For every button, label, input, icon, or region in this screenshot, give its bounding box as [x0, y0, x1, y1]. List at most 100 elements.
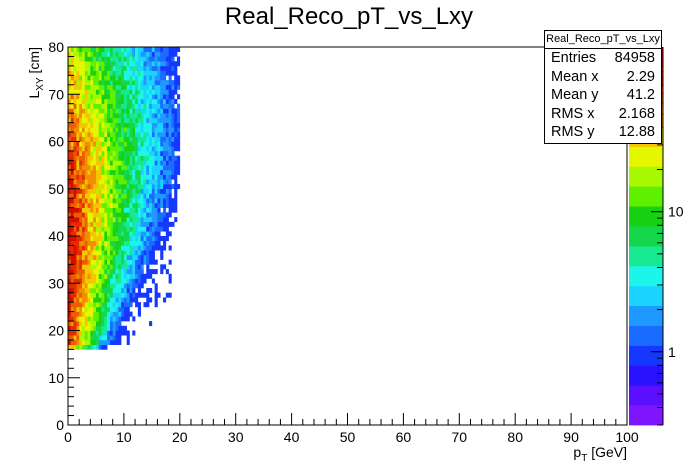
- heatmap-cell: [149, 70, 153, 76]
- heatmap-cell: [81, 217, 86, 223]
- heatmap-cell: [146, 254, 150, 260]
- heatmap-cell: [70, 311, 74, 317]
- heatmap-cell: [98, 47, 102, 53]
- heatmap-cell: [90, 306, 94, 312]
- heatmap-cell: [84, 302, 88, 308]
- heatmap-cell: [126, 94, 130, 100]
- heatmap-cell: [129, 132, 133, 138]
- heatmap-cell: [87, 75, 91, 81]
- heatmap-cell: [143, 108, 147, 114]
- heatmap-cell: [84, 141, 88, 147]
- heatmap-cell: [81, 146, 86, 152]
- heatmap-cell: [79, 75, 83, 81]
- heatmap-cell: [135, 75, 139, 81]
- heatmap-cell: [137, 75, 141, 81]
- heatmap-cell: [154, 127, 158, 133]
- heatmap-cell: [95, 207, 100, 213]
- heatmap-cell: [160, 47, 164, 53]
- heatmap-cell: [168, 188, 172, 194]
- heatmap-cell: [123, 240, 127, 246]
- heatmap-cell: [126, 297, 130, 303]
- heatmap-cell: [118, 226, 122, 232]
- heatmap-cell: [143, 184, 147, 190]
- heatmap-cell: [146, 184, 150, 190]
- heatmap-cell: [87, 325, 91, 331]
- heatmap-cell: [174, 136, 178, 142]
- heatmap-cell: [177, 184, 181, 190]
- heatmap-cell: [98, 245, 102, 251]
- heatmap-cell: [135, 127, 139, 133]
- heatmap-cell: [137, 212, 141, 218]
- heatmap-cell: [123, 259, 127, 265]
- heatmap-cell: [87, 254, 91, 260]
- heatmap-cell: [154, 47, 158, 53]
- heatmap-cell: [171, 47, 175, 53]
- heatmap-cell: [123, 103, 127, 109]
- heatmap-cell: [137, 146, 141, 152]
- heatmap-cell: [149, 240, 153, 246]
- heatmap-cell: [73, 226, 77, 232]
- heatmap-cell: [163, 198, 167, 204]
- heatmap-cell: [123, 188, 127, 194]
- heatmap-cell: [149, 165, 153, 171]
- heatmap-cell: [165, 193, 169, 199]
- heatmap-cell: [87, 273, 91, 279]
- heatmap-cell: [143, 302, 147, 308]
- heatmap-cell: [135, 221, 139, 227]
- heatmap-cell: [101, 146, 105, 152]
- heatmap-cell: [129, 165, 133, 171]
- heatmap-cell: [129, 283, 133, 289]
- heatmap-cell: [121, 146, 125, 152]
- heatmap-cell: [87, 179, 91, 185]
- heatmap-cell: [81, 80, 86, 86]
- heatmap-cell: [137, 179, 141, 185]
- heatmap-cell: [101, 321, 105, 327]
- heatmap-cell: [132, 231, 136, 237]
- heatmap-cell: [87, 127, 91, 133]
- heatmap-cell: [140, 212, 144, 218]
- heatmap-cell: [129, 254, 133, 260]
- heatmap-cell: [98, 51, 102, 57]
- heatmap-cell: [93, 94, 97, 100]
- heatmap-cell: [76, 89, 80, 95]
- heatmap-cell: [146, 70, 150, 76]
- heatmap-cell: [79, 207, 83, 213]
- heatmap-cell: [101, 202, 105, 208]
- heatmap-cell: [73, 56, 77, 62]
- heatmap-cell: [98, 207, 102, 213]
- heatmap-cell: [112, 169, 116, 175]
- heatmap-cell: [151, 245, 155, 251]
- heatmap-cell: [163, 70, 167, 76]
- heatmap-cell: [149, 61, 153, 67]
- heatmap-cell: [118, 150, 122, 156]
- heatmap-cell: [149, 89, 153, 95]
- heatmap-cell: [90, 321, 94, 327]
- heatmap-cell: [101, 122, 105, 128]
- heatmap-cell: [98, 155, 102, 161]
- heatmap-cell: [98, 226, 102, 232]
- heatmap-cell: [70, 283, 74, 289]
- heatmap-cell: [101, 330, 105, 336]
- heatmap-cell: [174, 188, 178, 194]
- heatmap-cell: [112, 103, 116, 109]
- y-tick-label: 40: [48, 228, 64, 244]
- heatmap-cell: [123, 132, 127, 138]
- heatmap-cell: [93, 65, 97, 71]
- heatmap-cell: [163, 61, 167, 67]
- heatmap-cell: [101, 240, 105, 246]
- heatmap-cell: [93, 198, 97, 204]
- heatmap-cell: [73, 273, 77, 279]
- heatmap-cell: [68, 231, 72, 237]
- heatmap-cell: [76, 250, 80, 256]
- heatmap-cell: [70, 136, 74, 142]
- heatmap-cell: [76, 98, 80, 104]
- heatmap-cell: [70, 207, 74, 213]
- heatmap-cell: [104, 226, 108, 232]
- heatmap-cell: [135, 136, 139, 142]
- heatmap-cell: [81, 193, 86, 199]
- heatmap-cell: [151, 226, 155, 232]
- heatmap-cell: [146, 169, 150, 175]
- heatmap-cell: [163, 236, 167, 242]
- heatmap-cell: [87, 198, 91, 204]
- heatmap-cell: [135, 103, 139, 109]
